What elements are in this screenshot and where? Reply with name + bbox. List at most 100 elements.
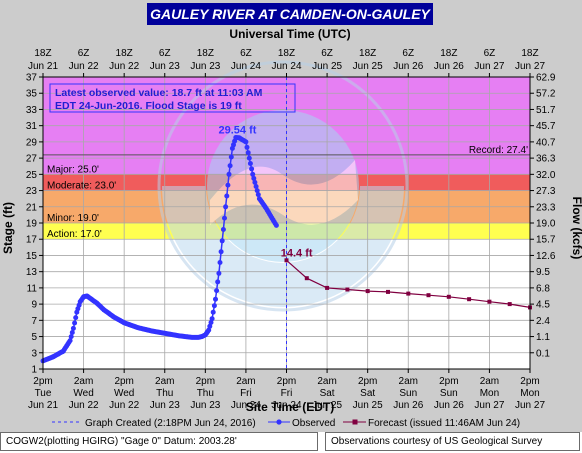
y-tick-label: 33 (26, 105, 38, 116)
flood-label-moderate: Moderate: 23.0' (47, 181, 116, 192)
y2-axis-label: Flow (kcfs) (570, 197, 582, 260)
y-tick-label: 9 (31, 300, 37, 311)
peak-annotation: 29.54 ft (219, 125, 257, 137)
observed-point (254, 188, 260, 194)
forecast-point (325, 285, 330, 290)
top-tick-date: Jun 23 (150, 61, 180, 72)
bottom-tick-time: 2am (155, 376, 174, 387)
observed-point (73, 315, 79, 321)
observed-point (206, 327, 212, 333)
y-tick-label: 11 (27, 283, 38, 294)
observed-point (222, 215, 227, 221)
y-tick-label: 31 (26, 121, 38, 132)
flow-tick-label: 45.7 (536, 121, 556, 132)
peak-annotation: 14.4 ft (281, 247, 313, 259)
top-tick-date: Jun 26 (434, 61, 464, 72)
info-box-line1: Latest observed value: 18.7 ft at 11:03 … (55, 87, 263, 99)
bottom-tick-date: Jun 26 (434, 400, 464, 411)
watermark-lower-arc (162, 186, 404, 307)
y-tick-label: 35 (26, 89, 38, 100)
flow-tick-label: 27.3 (536, 186, 556, 197)
observed-point (251, 175, 257, 181)
flow-tick-label: 57.2 (536, 89, 556, 100)
top-tick-date: Jun 27 (515, 61, 545, 72)
observed-point (228, 154, 234, 160)
bottom-tick-weekday: Sat (320, 388, 335, 399)
observed-point (72, 320, 78, 326)
bottom-tick-weekday: Tue (35, 388, 52, 399)
axes: 1357911131517192123252729313335370.11.12… (26, 48, 556, 411)
top-tick-time: 18Z (440, 48, 457, 59)
bottom-tick-time: 2am (480, 376, 499, 387)
bottom-tick-date: Jun 22 (109, 400, 139, 411)
observed-point (220, 227, 226, 232)
y-tick-label: 1 (31, 365, 37, 376)
observed-point (244, 144, 250, 150)
flow-tick-label: 36.3 (536, 154, 556, 165)
observed-point (213, 296, 218, 302)
forecast-point (406, 291, 411, 296)
observed-point (224, 193, 230, 199)
top-tick-date: Jun 26 (393, 61, 423, 72)
record-label: Record: 27.4' (469, 145, 528, 156)
bottom-tick-weekday: Mon (520, 388, 539, 399)
observed-point (247, 161, 253, 166)
y-tick-label: 19 (26, 219, 38, 230)
bottom-tick-weekday: Mon (480, 388, 499, 399)
info-box-line2: EDT 24-Jun-2016. Flood Stage is 19 ft (55, 100, 242, 112)
top-tick-time: 18Z (359, 48, 376, 59)
bottom-tick-time: 2am (399, 376, 418, 387)
observed-point (225, 182, 231, 188)
bottom-tick-weekday: Thu (197, 388, 214, 399)
top-tick-time: 6Z (484, 48, 496, 59)
observed-point (250, 171, 256, 177)
top-tick-date: Jun 23 (190, 61, 220, 72)
observed-point (69, 330, 75, 335)
forecast-point (386, 289, 390, 294)
top-tick-date: Jun 25 (312, 61, 342, 72)
top-tick-date: Jun 22 (109, 61, 139, 72)
observed-point (210, 309, 216, 315)
watermark-ring (157, 60, 409, 312)
flow-tick-label: 12.6 (536, 251, 556, 262)
top-tick-date: Jun 25 (353, 61, 383, 72)
observed-point (273, 222, 279, 228)
forecast-point (426, 293, 431, 298)
legend: Graph Created (2:18PM Jun 24, 2016) Obse… (52, 418, 520, 429)
forecast-point (487, 299, 492, 304)
y-tick-label: 17 (26, 235, 38, 246)
y-tick-label: 29 (26, 137, 38, 148)
top-tick-time: 18Z (278, 48, 295, 59)
y-tick-label: 27 (26, 154, 38, 165)
flow-tick-label: 1.1 (536, 332, 550, 343)
forecast-point (365, 289, 370, 294)
info-box-border (49, 83, 296, 113)
observed-point (208, 320, 214, 325)
legend-graph-created: Graph Created (2:18PM Jun 24, 2016) (85, 418, 256, 429)
flow-tick-label: 62.9 (536, 73, 556, 84)
observed-point (67, 338, 73, 344)
bottom-tick-date: Jun 23 (190, 400, 220, 411)
observed-point (219, 238, 225, 244)
flow-tick-label: 6.8 (536, 283, 550, 294)
flow-tick-label: 15.7 (536, 235, 556, 246)
flow-tick-label: 32.0 (536, 170, 556, 181)
top-tick-time: 6Z (159, 48, 171, 59)
bottom-tick-date: Jun 21 (28, 400, 58, 411)
y-tick-label: 7 (31, 316, 37, 327)
bottom-tick-time: 2pm (114, 376, 133, 387)
x-axis-label: Site Time (EDT) (246, 400, 334, 414)
chart-title: GAULEY RIVER AT CAMDEN-ON-GAULEY (150, 6, 431, 22)
flood-label-major: Major: 25.0' (47, 164, 99, 175)
latest-observation-box: Latest observed value: 18.7 ft at 11:03 … (49, 83, 296, 113)
top-tick-date: Jun 22 (69, 61, 99, 72)
observed-point (252, 179, 258, 185)
top-tick-time: 18Z (197, 48, 214, 59)
bottom-tick-time: 2am (317, 376, 336, 387)
bottom-tick-weekday: Wed (114, 388, 134, 399)
top-tick-date: Jun 24 (231, 61, 261, 72)
observed-point (223, 204, 229, 210)
bottom-tick-date: Jun 24 (231, 400, 261, 411)
bottom-tick-date: Jun 27 (515, 400, 545, 411)
observed-point (214, 288, 220, 294)
